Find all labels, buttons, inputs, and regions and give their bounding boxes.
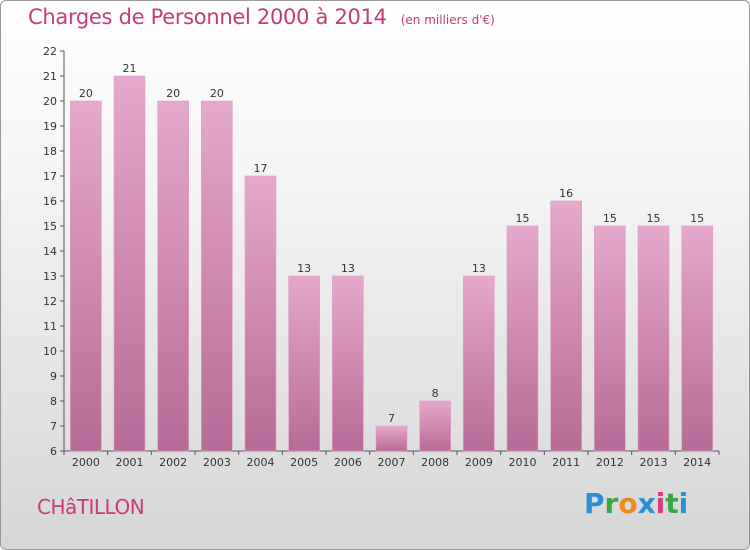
- y-tick-label: 14: [43, 245, 57, 258]
- bar-2010: [506, 225, 539, 452]
- logo-letter: r: [604, 487, 619, 520]
- y-tick-label: 13: [43, 270, 57, 283]
- bar-2009: [463, 275, 495, 452]
- data-label-2005: 13: [297, 262, 311, 275]
- bar-2003: [201, 100, 233, 452]
- bar-2007: [375, 425, 408, 452]
- x-tick-label-2011: 2011: [552, 456, 580, 469]
- y-tick-label: 6: [50, 445, 57, 458]
- chart-title: Charges de Personnel 2000 à 2014 (en mill…: [28, 5, 495, 29]
- logo-letter: t: [665, 487, 679, 520]
- y-tick-label: 7: [50, 420, 57, 433]
- chart-subtitle: (en milliers d'€): [400, 13, 495, 27]
- x-tick-label-2000: 2000: [72, 456, 100, 469]
- bar-2011: [550, 200, 582, 452]
- y-tick-label: 20: [43, 95, 57, 108]
- x-tick-label-2003: 2003: [203, 456, 231, 469]
- x-tick-label-2007: 2007: [378, 456, 406, 469]
- bar-2014: [681, 225, 713, 452]
- data-label-2003: 20: [210, 87, 224, 100]
- y-tick-label: 19: [43, 120, 57, 133]
- data-label-2007: 7: [388, 412, 395, 425]
- x-tick-label-2013: 2013: [640, 456, 668, 469]
- bar-2004: [244, 175, 277, 452]
- y-tick-label: 18: [43, 145, 57, 158]
- bar-2012: [594, 225, 626, 452]
- logo-letter: i: [678, 487, 689, 520]
- y-tick-label: 8: [50, 395, 57, 408]
- logo-letter: P: [584, 487, 605, 520]
- y-tick-label: 9: [50, 370, 57, 383]
- x-tick-label-2012: 2012: [596, 456, 624, 469]
- commune-name: CHâTILLON: [37, 495, 145, 519]
- y-tick-label: 21: [43, 70, 57, 83]
- y-tick-label: 12: [43, 295, 57, 308]
- data-label-2011: 16: [559, 187, 573, 200]
- y-tick-label: 10: [43, 345, 57, 358]
- chart-bars: [70, 75, 713, 452]
- x-tick-label-2005: 2005: [290, 456, 318, 469]
- data-label-2002: 20: [166, 87, 180, 100]
- bar-2001: [113, 75, 146, 452]
- data-label-2008: 8: [432, 387, 439, 400]
- bar-2005: [288, 275, 320, 452]
- x-tick-label-2004: 2004: [247, 456, 275, 469]
- logo-letter: i: [655, 487, 666, 520]
- bar-2002: [157, 100, 189, 452]
- data-label-2012: 15: [603, 212, 617, 225]
- data-label-2009: 13: [472, 262, 486, 275]
- y-tick-label: 11: [43, 320, 57, 333]
- chart-title-main: Charges de Personnel 2000 à 2014: [28, 5, 387, 29]
- x-tick-label-2001: 2001: [116, 456, 144, 469]
- y-tick-label: 22: [43, 45, 57, 58]
- bar-2008: [419, 400, 451, 452]
- proxiti-logo: Proxiti: [584, 487, 688, 520]
- data-label-2013: 15: [647, 212, 661, 225]
- chart-data-labels: 20 21 20 20 17 13 13 7 8 13 15 16 15 15 15: [79, 62, 704, 425]
- bar-2013: [637, 225, 670, 452]
- data-label-2004: 17: [254, 162, 268, 175]
- chart-axes: 6 7 8 9 10 11 12 13 14 15 16 17 18 19 20 21 22 2000 2001 20…: [43, 45, 720, 469]
- x-tick-label-2010: 2010: [509, 456, 537, 469]
- bar-2006: [332, 275, 364, 452]
- x-tick-label-2002: 2002: [159, 456, 187, 469]
- logo-letter: x: [637, 487, 656, 520]
- x-tick-label-2009: 2009: [465, 456, 493, 469]
- data-label-2010: 15: [516, 212, 530, 225]
- logo-letter: o: [618, 487, 638, 520]
- y-tick-label: 15: [43, 220, 57, 233]
- data-label-2001: 21: [123, 62, 137, 75]
- y-tick-label: 17: [43, 170, 57, 183]
- data-label-2000: 20: [79, 87, 93, 100]
- bar-2000: [70, 100, 102, 452]
- y-tick-label: 16: [43, 195, 57, 208]
- data-label-2006: 13: [341, 262, 355, 275]
- x-tick-label-2006: 2006: [334, 456, 362, 469]
- x-tick-label-2014: 2014: [683, 456, 711, 469]
- data-label-2014: 15: [690, 212, 704, 225]
- x-tick-label-2008: 2008: [421, 456, 449, 469]
